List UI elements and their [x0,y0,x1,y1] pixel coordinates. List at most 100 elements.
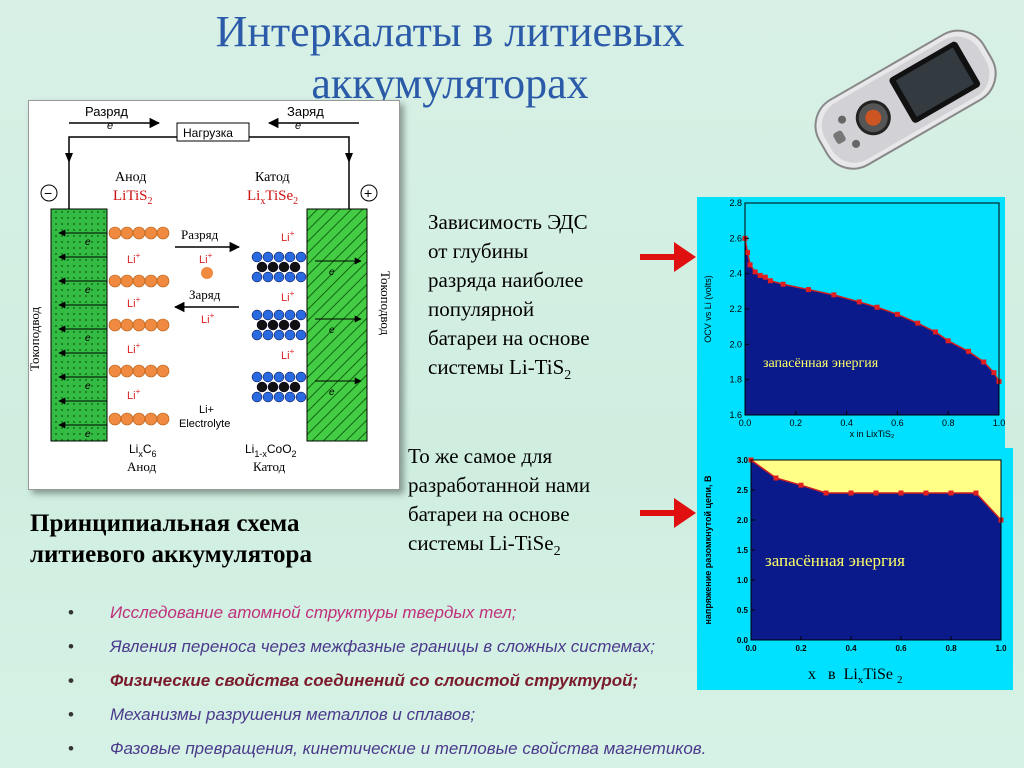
x-tick-label: 1.0 [993,418,1005,428]
battery-schematic: Разряд e Заряд e Нагрузка − + Анод LiTiS… [28,100,400,490]
x-tick-label: 0.8 [942,418,955,428]
electron-c2: e [329,325,335,336]
bullet-item: • Фазовые превращения, кинетические и теп… [68,732,968,766]
data-point [752,269,758,275]
cathode-bottom-formula: Li1-xCoO2 [245,442,297,459]
y-tick-label: 2.2 [729,304,742,314]
y-tick-label: 2.6 [729,233,742,243]
minus-sign: − [44,185,52,201]
x-tick-label: 0.4 [840,418,853,428]
cathode-layer-1 [251,251,307,283]
desc1-line-last: системы Li-TiS2 [428,355,572,384]
x-tick-label: 0.2 [790,418,803,428]
description-tise2: То же самое для разработанной нами батар… [408,442,658,566]
y-tick-label: 0.5 [737,606,749,615]
y-tick-label: 1.6 [729,410,742,420]
cathode-layer-3 [251,371,307,403]
li-ion-dot [201,267,213,279]
y-tick-label: 2.5 [737,486,749,495]
desc1-line: от глубины [428,239,529,263]
electron-c1: e [329,267,335,278]
data-point [923,490,929,496]
bullet-dot-icon: • [68,603,74,622]
li-ion-a1: Li+ [127,251,141,266]
data-point [767,278,773,284]
desc2-line: То же самое для [408,444,553,468]
cathode-label: Катод [255,170,290,185]
stored-energy-annotation: запасённая энергия [765,551,905,570]
bullet-item: • Исследование атомной структуры твердых … [68,596,968,630]
x-tick-label: 0.0 [739,418,752,428]
data-point [991,370,997,376]
y-tick-label: 2.4 [729,269,742,279]
data-point [973,490,979,496]
bullet-item: • Явления переноса через межфазные границ… [68,630,968,664]
carbon-layer-1 [108,226,170,240]
data-point [873,490,879,496]
desc1-line: Зависимость ЭДС [428,210,588,234]
y-tick-label: 1.8 [729,375,742,385]
x-tick-label: 0.6 [891,418,904,428]
desc1-line: популярной [428,297,535,321]
electron-top-right: e [295,120,301,132]
data-point [745,249,751,255]
x-tick-label: 0.0 [745,644,757,653]
bullet-dot-icon: • [68,705,74,724]
data-point [773,475,779,481]
electron-a1: e [85,237,91,248]
data-point [874,304,880,310]
y-tick-label: 1.5 [737,546,749,555]
data-point [848,490,854,496]
discharge-top-label: Разряд [85,104,128,119]
schematic-caption: Принципиальная схема литиевого аккумулят… [30,510,312,568]
electron-a2: e [85,285,91,296]
x-axis-label: x in LixTiS₂ [850,429,895,439]
bullet-dot-icon: • [68,637,74,656]
data-point [823,490,829,496]
data-point [780,281,786,287]
data-point [981,359,987,365]
li-ion-c2: Li+ [281,289,295,304]
x-tick-label: 0.4 [845,644,857,653]
anode-bottom-formula: LixC6 [129,442,157,459]
anode-electrode [50,208,108,442]
chart-ocv-tis2: 0.0 0.2 0.4 0.6 0.8 1.0 1.6 1.8 2.0 2.2 2.4 2.6 2.8 x… [697,197,1005,449]
y-tick-label: 2.0 [729,339,742,349]
electron-a4: e [85,381,91,392]
li-ion-a4: Li+ [127,387,141,402]
li-ion-a3: Li+ [127,341,141,356]
carbon-layer-4 [108,364,170,378]
bullet-list: • Исследование атомной структуры твердых … [68,596,968,766]
stored-energy-area [751,460,1001,640]
description-tis2: Зависимость ЭДС от глубины разряда наибо… [428,208,648,390]
data-point [798,482,804,488]
load-box: Нагрузка [183,126,233,140]
discharge-mid-label: Разряд [181,227,219,242]
data-point [806,287,811,293]
data-point [966,348,972,354]
y-tick-label: 3.0 [737,456,749,465]
li-ion-c3: Li+ [281,347,295,362]
page-title: Интеркалаты в литиевых аккумуляторах [140,6,760,110]
electron-a5: e [85,429,91,440]
desc1-line: разряда наиболее [428,268,584,292]
data-point [945,338,951,344]
electron-a3: e [85,333,91,344]
cathode-material: LixTiSe2 [247,188,298,207]
red-arrow-right-icon [640,498,696,528]
data-point [933,329,938,335]
carbon-layer-3 [108,318,170,332]
x-tick-label: 0.6 [895,644,907,653]
desc2-line-last: системы Li-TiSe2 [408,531,561,560]
anode-label: Анод [115,170,146,185]
data-point [915,320,921,326]
stored-energy-annotation: запасённая энергия [763,356,879,371]
y-axis-label: OCV vs Li (volts) [703,275,713,343]
li-ion-c1: Li+ [281,229,295,244]
data-point [757,272,763,278]
x-tick-label: 1.0 [995,644,1007,653]
anode-material: LiTiS2 [113,188,152,207]
data-point [894,311,900,317]
electrolyte-ion: Li+ [199,404,214,416]
data-point [762,274,768,280]
